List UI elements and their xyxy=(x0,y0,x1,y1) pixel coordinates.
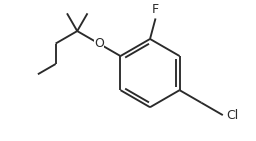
Text: F: F xyxy=(152,3,159,16)
Text: O: O xyxy=(94,37,104,50)
Text: Cl: Cl xyxy=(226,109,238,122)
